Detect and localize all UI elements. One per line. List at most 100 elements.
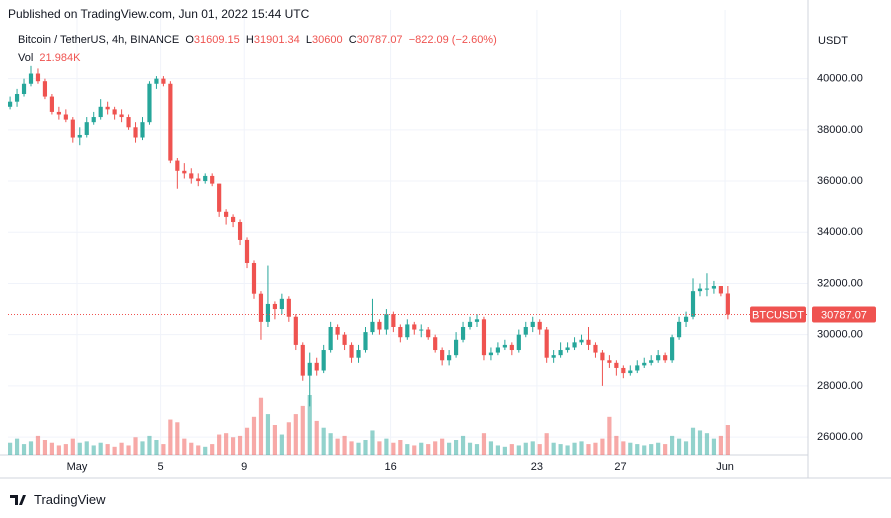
symbol: Bitcoin / TetherUS, 4h, BINANCE <box>18 34 180 46</box>
volume-bar <box>502 446 507 455</box>
volume-bar <box>642 445 647 455</box>
y-tick-label: 28000.00 <box>817 380 863 392</box>
volume-bar <box>258 397 264 455</box>
candle-body <box>676 321 682 338</box>
candle-body <box>453 339 459 356</box>
volume-bar <box>126 445 131 455</box>
candle-body <box>244 239 250 263</box>
candle-body <box>586 339 591 345</box>
volume-bar <box>572 442 577 455</box>
volume-bar <box>495 445 500 455</box>
volume-bar <box>91 445 96 455</box>
volume-bar <box>586 444 591 455</box>
candle-body <box>663 355 668 361</box>
close-value: 30787.07 <box>356 34 403 46</box>
volume-bar <box>579 441 584 455</box>
candle-body <box>537 321 542 330</box>
candle-body <box>725 293 730 315</box>
volume-bar <box>412 445 417 455</box>
candle-body <box>649 360 654 363</box>
candle-body <box>690 291 696 317</box>
candle-body <box>84 122 89 135</box>
change: −822.09 (−2.60%) <box>408 34 497 46</box>
volume-bar <box>217 434 222 455</box>
candle-body <box>607 360 612 363</box>
volume-bar <box>349 441 354 455</box>
volume-bar <box>725 425 730 455</box>
candle-body <box>377 321 382 330</box>
volume-bar <box>98 442 103 455</box>
candle-body <box>656 355 661 361</box>
high-value: 31901.34 <box>253 34 300 46</box>
x-tick-label: Jun <box>716 461 734 473</box>
candle-body <box>196 178 201 182</box>
candle-body <box>314 362 319 371</box>
candle-body <box>558 350 563 356</box>
candle-body <box>230 216 236 223</box>
volume-bar <box>433 441 438 455</box>
candle-body <box>530 321 535 327</box>
volume-bar <box>426 444 431 455</box>
volume-bar <box>154 440 159 455</box>
volume-bar <box>649 444 654 455</box>
candle-body <box>502 344 507 348</box>
volume-bar <box>133 437 138 455</box>
volume-bar <box>565 445 570 455</box>
candle-body <box>544 329 549 358</box>
candle-body <box>628 370 633 374</box>
volume-bar <box>119 442 124 455</box>
candle-body <box>635 365 640 371</box>
volume-bar <box>314 420 319 455</box>
ohlc-label: H <box>245 34 254 46</box>
candle-body <box>321 350 326 371</box>
candle-body <box>21 83 27 95</box>
volume-bar <box>670 435 675 455</box>
candle-body <box>112 109 117 115</box>
candle-body <box>642 362 647 366</box>
axis-unit: USDT <box>818 35 848 47</box>
volume-bar <box>558 444 563 455</box>
volume-bar <box>203 446 208 455</box>
volume-bar <box>377 441 382 455</box>
candle-body <box>523 326 528 335</box>
candle-body <box>579 339 584 343</box>
candle-body <box>467 321 473 327</box>
volume-bar <box>628 442 633 455</box>
volume-bar <box>328 433 333 455</box>
candle-body <box>356 350 361 358</box>
volume-bar <box>683 441 689 455</box>
volume-bar <box>474 444 480 455</box>
candle-body <box>161 78 166 84</box>
candle-body <box>126 117 131 128</box>
volume-bar <box>300 405 305 455</box>
candle-body <box>286 298 291 317</box>
candle-body <box>63 114 68 120</box>
candle-body <box>697 288 703 292</box>
candle-body <box>35 73 41 82</box>
volume-bar <box>28 441 34 455</box>
volume-bar <box>230 437 236 455</box>
volume-bar <box>56 445 61 455</box>
candle-body <box>279 298 284 310</box>
candle-body <box>405 324 410 338</box>
ticker-label: BTCUSDT <box>752 309 804 321</box>
candle-body <box>426 329 431 338</box>
volume-bar <box>251 416 257 455</box>
candle-body <box>419 329 424 331</box>
volume-bar <box>447 442 452 455</box>
volume-bar <box>210 444 215 455</box>
candle-body <box>474 319 480 322</box>
volume-bar <box>711 438 717 455</box>
candle-body <box>342 334 347 345</box>
y-tick-label: 26000.00 <box>817 431 863 443</box>
candle-body <box>147 83 152 123</box>
candle-body <box>91 117 96 123</box>
candle-body <box>551 355 556 358</box>
volume-bar <box>551 442 556 455</box>
volume-bar <box>237 435 243 455</box>
candle-body <box>398 326 403 338</box>
legend-header: Bitcoin / TetherUS, 4h, BINANCE O31609.1… <box>18 34 497 46</box>
y-tick-label: 40000.00 <box>817 73 863 85</box>
volume-bar <box>704 433 710 455</box>
price-tag <box>812 306 876 323</box>
